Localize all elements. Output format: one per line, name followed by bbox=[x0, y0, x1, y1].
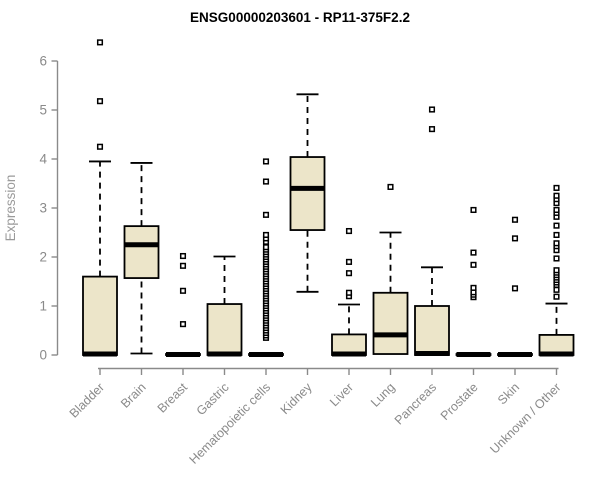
x-tick-label: Bladder bbox=[67, 380, 107, 420]
outlier-point bbox=[262, 178, 270, 185]
y-tick-label: 2 bbox=[39, 250, 47, 265]
outlier-point bbox=[345, 270, 353, 277]
y-axis: 0 1 2 3 4 5 6 bbox=[39, 54, 59, 363]
x-tick-label: Gastric bbox=[194, 380, 232, 418]
outlier-point bbox=[470, 261, 477, 268]
y-tick-label: 0 bbox=[39, 348, 47, 363]
outlier-point bbox=[553, 206, 560, 214]
outlier-point bbox=[470, 284, 477, 291]
outlier-point bbox=[96, 143, 104, 150]
boxplot-skin bbox=[497, 216, 533, 358]
boxplot-bladder bbox=[82, 39, 118, 357]
y-tick-label: 4 bbox=[39, 152, 47, 167]
outlier-point bbox=[262, 231, 270, 238]
outlier-point bbox=[553, 184, 560, 191]
x-tick-label: Pancreas bbox=[392, 380, 439, 427]
outlier-point bbox=[553, 240, 560, 247]
x-tick-label: Liver bbox=[327, 380, 356, 409]
outlier-point bbox=[553, 255, 560, 262]
x-tick-label: Unknown / Other bbox=[487, 380, 563, 456]
y-tick-label: 1 bbox=[39, 299, 47, 314]
y-tick-label: 6 bbox=[39, 54, 47, 69]
outlier-point bbox=[470, 249, 477, 256]
boxplot-unknown-other bbox=[538, 184, 575, 357]
outlier-point bbox=[553, 192, 560, 199]
boxplot-pancreas bbox=[414, 106, 450, 357]
x-tick-label: Lung bbox=[368, 380, 398, 410]
outlier-point bbox=[345, 258, 353, 265]
boxplot-series bbox=[82, 39, 575, 358]
x-tick-label: Hematopoietic cells bbox=[187, 380, 274, 467]
outlier-point bbox=[553, 293, 560, 300]
outlier-point bbox=[179, 252, 187, 260]
x-tick-label: Prostate bbox=[438, 380, 481, 423]
boxplot-kidney bbox=[289, 93, 326, 293]
outlier-point bbox=[179, 321, 187, 328]
boxplot-lung bbox=[372, 183, 409, 355]
boxplot-liver bbox=[331, 227, 367, 357]
chart-title: ENSG00000203601 - RP11-375F2.2 bbox=[190, 10, 410, 25]
outlier-point bbox=[345, 289, 353, 296]
x-tick-label: Skin bbox=[495, 380, 522, 407]
outlier-point bbox=[262, 158, 270, 165]
outlier-point bbox=[96, 98, 104, 105]
outlier-point bbox=[179, 262, 187, 269]
x-tick-label: Kidney bbox=[278, 380, 315, 417]
outlier-point bbox=[387, 183, 394, 190]
outlier-point bbox=[345, 227, 353, 235]
outlier-point bbox=[179, 287, 187, 294]
outlier-point bbox=[511, 285, 519, 292]
outlier-point bbox=[553, 267, 560, 274]
boxplot-breast bbox=[165, 252, 201, 358]
outlier-point bbox=[553, 231, 560, 238]
y-axis-title: Expression bbox=[3, 175, 18, 242]
boxplot-prostate bbox=[455, 206, 492, 358]
outlier-point bbox=[428, 126, 436, 133]
outlier-point bbox=[262, 211, 270, 218]
outlier-point bbox=[96, 39, 104, 46]
outlier-point bbox=[553, 286, 560, 293]
boxplot-brain bbox=[123, 162, 160, 355]
outlier-point bbox=[470, 206, 477, 214]
outlier-point bbox=[511, 216, 519, 223]
iqr-box bbox=[206, 303, 243, 356]
iqr-box bbox=[289, 156, 326, 231]
iqr-box bbox=[414, 305, 450, 356]
y-tick-label: 5 bbox=[39, 103, 47, 118]
outlier-point bbox=[262, 244, 270, 251]
x-tick-label: Breast bbox=[155, 380, 191, 416]
iqr-box bbox=[123, 225, 160, 279]
outlier-point bbox=[553, 222, 560, 229]
iqr-box bbox=[82, 275, 118, 356]
y-tick-label: 3 bbox=[39, 201, 47, 216]
iqr-box bbox=[372, 291, 409, 355]
outlier-point bbox=[428, 106, 436, 113]
boxplot-hematopoietic-cells bbox=[248, 158, 284, 358]
boxplot-gastric bbox=[206, 255, 243, 357]
x-tick-label: Brain bbox=[118, 380, 149, 411]
outlier-point bbox=[511, 235, 519, 242]
